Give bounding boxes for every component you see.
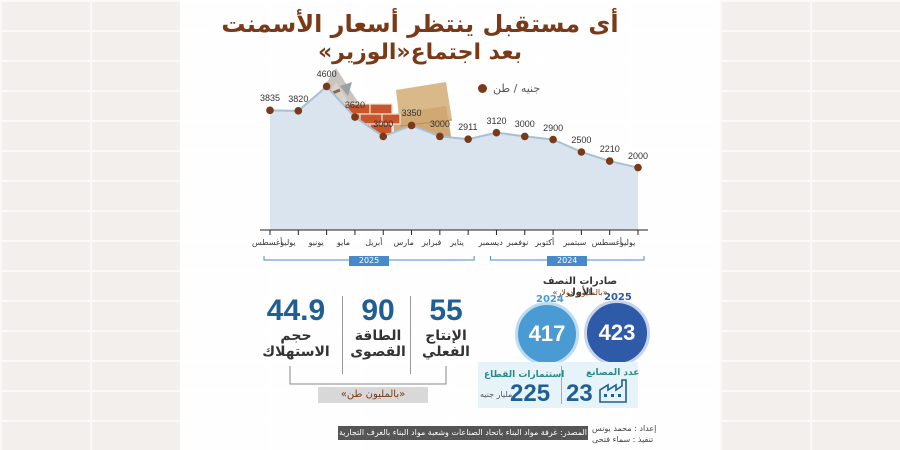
investments-label: استثمارات القطاع [484, 370, 565, 380]
factories-count: 23 [566, 380, 593, 407]
stat-label: حجم [280, 328, 312, 344]
stat-value: 90 [361, 294, 395, 327]
year-group-label: 2025 [349, 256, 390, 266]
exports-unit: «بالمليون دولار» [552, 288, 608, 297]
stat-divider [410, 296, 411, 374]
price-value-label: 3620 [344, 100, 365, 111]
legend-dot-icon [478, 84, 487, 93]
price-point [407, 121, 416, 130]
price-value-label: 3350 [401, 108, 422, 119]
price-value-label: 3120 [486, 115, 507, 126]
production-stat: 44.9 حجم الاستهلاك [262, 294, 330, 360]
export-year-2024: 2024 [536, 294, 564, 305]
month-label: نوفمبر [506, 238, 529, 247]
stat-value: 55 [429, 294, 463, 327]
month-label: ديسمبر [478, 238, 503, 247]
stat-label: القصوى [350, 344, 406, 360]
price-point [605, 157, 614, 165]
stats-bracket [289, 366, 447, 385]
price-value-label: 3000 [373, 119, 394, 130]
credit-design: تنفيذ : سماء فتحى [592, 435, 654, 444]
production-stat: 55 الإنتاج الفعلي [412, 294, 480, 360]
month-label: سبتمبر [563, 238, 587, 247]
price-point [464, 135, 472, 143]
price-point [549, 135, 557, 144]
price-value-label: 3000 [429, 119, 450, 130]
price-value-label: 4600 [316, 69, 337, 80]
production-stat: 90 الطاقة القصوى [344, 294, 412, 360]
price-value-label: 2900 [543, 122, 564, 133]
month-label: أغسطس [591, 238, 622, 247]
month-label: يوليو [280, 238, 296, 247]
info-divider [561, 366, 562, 404]
stat-label: الاستهلاك [262, 344, 330, 360]
stat-divider [342, 296, 343, 374]
headline: أى مستقبل ينتظر أسعار الأسمنت [221, 10, 619, 38]
price-value-label: 3000 [514, 119, 535, 130]
price-point [577, 148, 586, 156]
export-value-2025: 423 [584, 300, 650, 366]
price-point [266, 106, 274, 115]
month-label: يوليو [620, 238, 636, 247]
month-label: مارس [393, 238, 414, 247]
price-value-label: 3820 [288, 93, 309, 104]
export-value-2024: 417 [515, 302, 579, 366]
source-note: المصدر: غرفة مواد البناء باتحاد الصناعات… [338, 426, 588, 440]
price-value-label: 2500 [571, 135, 592, 145]
month-label: أكتوبر [535, 238, 555, 247]
price-point [436, 132, 444, 141]
price-value-label: 3835 [260, 93, 281, 104]
price-point [322, 82, 331, 91]
stat-value: 44.9 [266, 294, 326, 327]
price-point [634, 163, 642, 172]
stat-label: الطاقة [354, 328, 402, 344]
sector-info-box [478, 362, 638, 408]
price-point [520, 132, 529, 141]
credit-prepared: إعداد : محمد يونس [592, 424, 657, 433]
factories-label: عدد المصانع [586, 368, 640, 378]
price-point [294, 107, 303, 115]
price-value-label: 2911 [458, 122, 478, 133]
month-label: أغسطس [252, 238, 283, 247]
price-point [379, 132, 388, 141]
stat-label: الإنتاج [425, 328, 467, 344]
investments-unit: مليار جنيه [480, 390, 513, 399]
production-unit-badge: «بالمليون طن» [318, 387, 428, 403]
year-group-label: 2024 [547, 256, 588, 266]
month-label: فبراير [421, 238, 442, 247]
exports-heading: صادرات النصف الأول [542, 276, 618, 298]
month-label: مايو [336, 238, 351, 247]
unit-legend: جنيه / طن [478, 82, 540, 95]
unit-legend-label: جنيه / طن [493, 82, 541, 95]
month-label: يونيو [308, 238, 324, 247]
factory-icon [599, 379, 627, 403]
price-value-label: 2000 [628, 150, 649, 161]
price-area-fill [270, 86, 638, 230]
stat-label: الفعلي [422, 344, 470, 360]
price-value-label: 2210 [599, 144, 620, 155]
month-label: أبريل [365, 238, 383, 247]
export-year-2025: 2025 [604, 292, 632, 303]
price-line [269, 85, 639, 169]
price-point [351, 113, 359, 121]
investments-value: 225 [510, 380, 551, 407]
month-label: يناير [450, 238, 464, 247]
price-point [492, 128, 501, 137]
subheadline: بعد اجتماع«الوزير» [317, 40, 523, 65]
